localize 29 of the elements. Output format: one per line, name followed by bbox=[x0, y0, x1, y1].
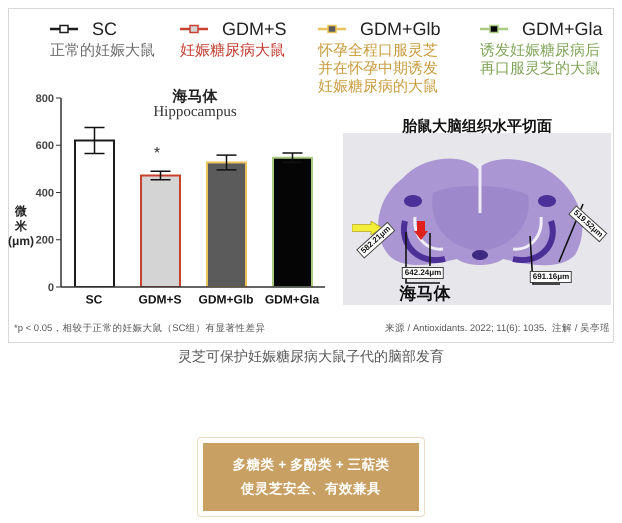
chart-title: 海马体 bbox=[172, 88, 218, 105]
text: 怀孕全程口服灵芝并在怀孕中期诱发妊娠糖尿病的大鼠 bbox=[318, 42, 439, 96]
legend-label: SC bbox=[92, 18, 118, 40]
legend-label: GDM+S bbox=[222, 18, 287, 40]
legend-label: GDM+Gla bbox=[522, 18, 603, 40]
x-tick-label: SC bbox=[86, 292, 103, 307]
x-tick-label: GDM+Gla bbox=[264, 292, 320, 307]
text: 正常的妊娠大鼠 bbox=[50, 42, 155, 60]
legend-label: GDM+Glb bbox=[360, 18, 441, 40]
text: 海马体 bbox=[400, 284, 450, 304]
y-tick-label: 200 bbox=[36, 234, 54, 247]
text: 胎鼠大脑组织水平切面 bbox=[402, 118, 552, 135]
source-note: 来源 / Antioxidants. 2022; 11(6): 1035. 注解 / 吴亭瑶 bbox=[384, 322, 610, 335]
y-tick-label: 400 bbox=[36, 187, 54, 200]
y-tick-label: 0 bbox=[48, 282, 54, 294]
text: 诱发妊娠糖尿病后再口服灵芝的大鼠 bbox=[480, 42, 601, 78]
y-axis-title: 微米(μm) bbox=[6, 204, 35, 249]
x-tick-label: GDM+S bbox=[138, 292, 182, 307]
y-tick-label: 600 bbox=[36, 140, 54, 152]
chart-subtitle: Hippocampus bbox=[153, 104, 237, 121]
text: 691.16μm bbox=[530, 271, 572, 283]
text: 妊娠糖尿病大鼠 bbox=[180, 42, 285, 60]
annotation: * bbox=[154, 145, 160, 162]
text: 灵芝可保护妊娠糖尿病大鼠子代的脑部发育 bbox=[178, 348, 444, 366]
text: *p < 0.05，相较于正常的妊娠大鼠（SC组）有显著性差异 bbox=[14, 322, 266, 335]
x-tick-label: GDM+Glb bbox=[198, 292, 254, 307]
text: 642.24μm bbox=[402, 267, 444, 279]
banner: 多糖类 + 多酚类 + 三萜类 使灵芝安全、有效兼具 bbox=[197, 437, 425, 517]
y-tick-label: 800 bbox=[36, 92, 54, 105]
